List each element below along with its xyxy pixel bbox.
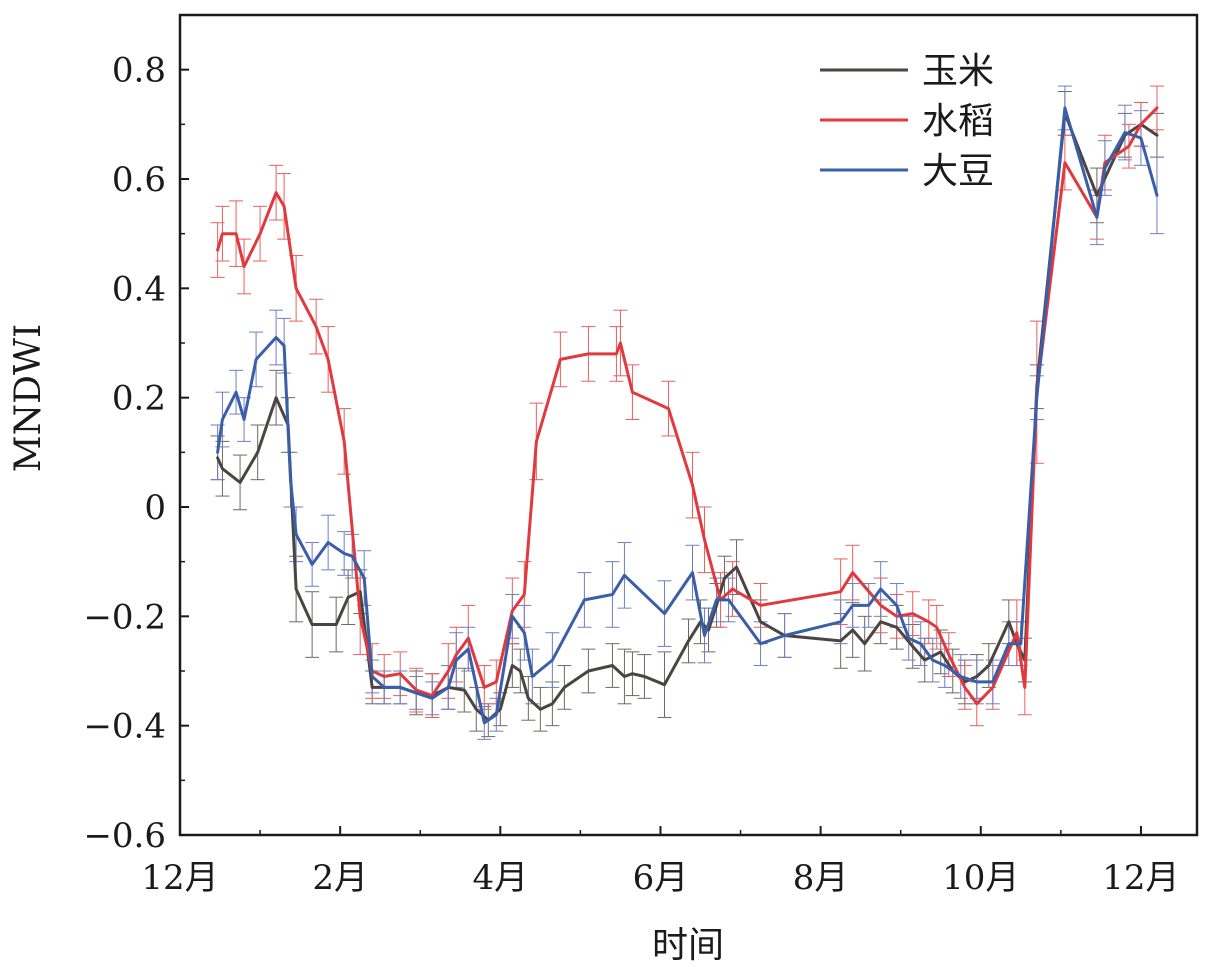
- y-axis-title: MNDWI: [8, 324, 49, 472]
- y-tick-label: −0.6: [83, 816, 166, 856]
- legend-label: 玉米: [922, 51, 994, 92]
- series-line: [216, 111, 1159, 722]
- series-line: [216, 106, 1159, 725]
- y-tick-label: 0.4: [112, 269, 166, 309]
- series-line: [216, 106, 1159, 706]
- x-tick-label: 12月: [141, 858, 218, 898]
- x-tick-label: 4月: [472, 858, 528, 898]
- x-axis-title: 时间: [652, 925, 724, 966]
- x-tick-label: 6月: [633, 858, 689, 898]
- x-tick-label: 8月: [793, 858, 849, 898]
- y-tick-label: −0.4: [83, 707, 166, 747]
- legend-label: 水稻: [922, 101, 994, 142]
- y-tick-label: 0: [144, 488, 166, 528]
- x-tick-label: 12月: [1102, 858, 1179, 898]
- y-tick-label: −0.2: [83, 597, 166, 637]
- plot-frame: [178, 13, 1199, 837]
- axes: −0.6 −0.4 −0.2 0 0.2 0.4 0.6 0.8 12月 2月 4月 6月 8月 10月 1…: [83, 13, 1199, 898]
- legend-label: 大豆: [922, 151, 994, 192]
- series-lines: [216, 106, 1159, 725]
- x-tick-label: 2月: [312, 858, 368, 898]
- y-tick-label: 0.6: [112, 160, 166, 200]
- y-tick-label: 0.8: [112, 51, 166, 91]
- y-tick-label: 0.2: [112, 379, 166, 419]
- x-tick-label: 10月: [942, 858, 1019, 898]
